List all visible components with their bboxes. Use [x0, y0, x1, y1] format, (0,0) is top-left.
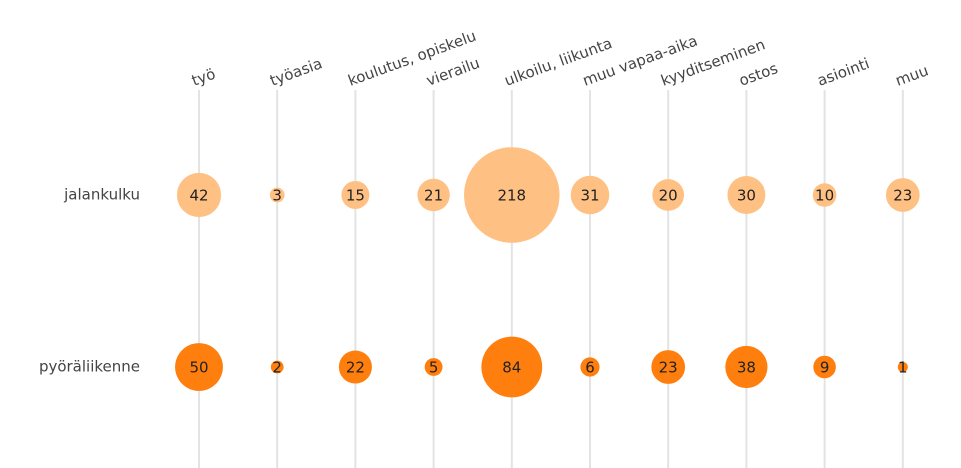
value-label: 20	[659, 187, 678, 205]
column-label: muu	[893, 61, 931, 89]
bubble	[651, 350, 686, 384]
value-label: 84	[502, 359, 521, 377]
value-label: 3	[272, 187, 282, 205]
bubble	[652, 179, 685, 211]
bubble	[813, 355, 836, 379]
bubble	[175, 343, 223, 391]
value-label: 218	[497, 187, 526, 205]
bubble	[897, 361, 908, 373]
bubble	[417, 178, 450, 212]
value-label: 31	[580, 187, 599, 205]
column-label: työasia	[267, 54, 324, 89]
value-label: 22	[346, 359, 365, 377]
bubble	[481, 336, 543, 398]
value-label: 5	[429, 359, 439, 377]
value-label: 23	[659, 359, 678, 377]
value-label: 30	[737, 187, 756, 205]
column-label: asiointi	[815, 54, 872, 89]
bubble	[338, 350, 372, 384]
value-label: 42	[189, 187, 208, 205]
column-label: työ	[189, 65, 218, 90]
bubble	[580, 357, 600, 377]
value-label: 15	[346, 187, 365, 205]
column-label: koulutus, opiskelu	[346, 27, 479, 90]
row-label: pyöräliikenne	[39, 358, 140, 376]
bubble	[570, 175, 610, 215]
row-label: jalankulku	[63, 186, 140, 204]
bubble	[269, 187, 285, 203]
value-label: 6	[585, 359, 595, 377]
bubble	[885, 178, 920, 212]
value-label: 1	[898, 359, 908, 377]
bubble	[812, 183, 837, 207]
bubble	[176, 172, 222, 218]
value-label: 38	[737, 359, 756, 377]
value-label: 50	[189, 359, 208, 377]
bubble	[725, 345, 768, 389]
bubble	[270, 360, 284, 374]
value-label: 23	[893, 187, 912, 205]
column-label: ostos	[737, 59, 781, 90]
bubble	[341, 180, 370, 210]
value-label: 10	[815, 187, 834, 205]
value-label: 9	[820, 359, 830, 377]
value-label: 21	[424, 187, 443, 205]
value-label: 2	[272, 359, 282, 377]
bubble	[464, 147, 560, 243]
bubble	[727, 176, 766, 214]
bubble	[424, 358, 443, 376]
